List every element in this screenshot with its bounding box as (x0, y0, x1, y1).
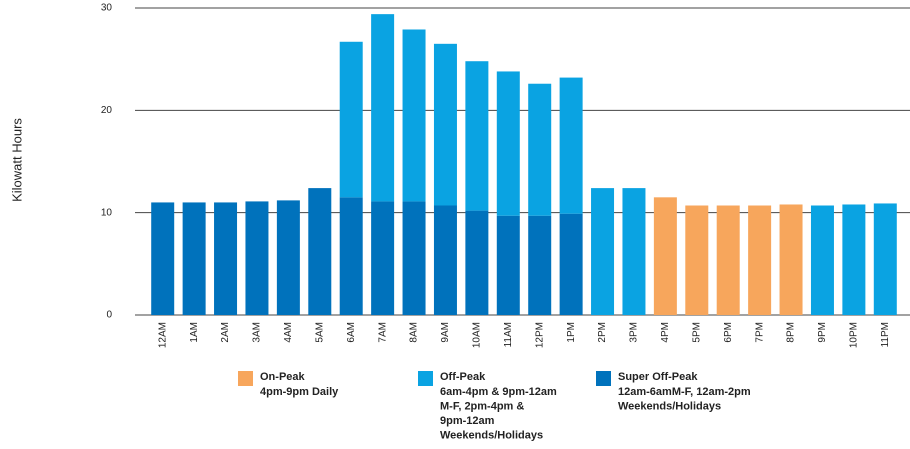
bar-segment (559, 77, 583, 214)
x-tick-label: 10AM (472, 322, 483, 348)
legend-description: Weekends/Holidays (440, 429, 543, 441)
bar-segment (622, 188, 646, 315)
x-tick-label: 9AM (440, 322, 451, 343)
bar-segment (716, 205, 740, 315)
legend-label: Super Off-Peak (618, 371, 698, 383)
bar-segment (371, 201, 395, 315)
y-axis-label: Kilowatt Hours (9, 118, 24, 202)
legend-swatch (596, 371, 611, 386)
x-tick-label: 2AM (220, 322, 231, 343)
legend-label: On-Peak (260, 371, 306, 383)
x-tick-label: 11PM (880, 322, 891, 347)
legend-description: 12am-6amM-F, 12am-2pm (618, 386, 751, 398)
bar-segment (779, 204, 803, 315)
bar-segment (496, 215, 520, 315)
bar-segment (465, 61, 489, 211)
y-tick-label: 20 (101, 105, 113, 116)
x-tick-label: 1PM (566, 322, 577, 343)
bar-segment (873, 203, 897, 315)
bar-segment (371, 14, 395, 202)
x-tick-label: 5AM (314, 322, 325, 343)
x-tick-label: 8PM (786, 322, 797, 343)
bar-segment (685, 205, 709, 315)
x-tick-label: 8AM (409, 322, 420, 343)
y-tick-label: 0 (106, 310, 112, 321)
bar-segment (591, 188, 615, 315)
legend-description: Weekends/Holidays (618, 400, 721, 412)
bar-segment (559, 213, 583, 315)
x-tick-label: 7PM (754, 322, 765, 343)
bar-segment (528, 215, 552, 315)
bar-segment (182, 202, 206, 315)
x-tick-label: 1AM (189, 322, 200, 343)
bar-segment (402, 29, 426, 202)
legend-label: Off-Peak (440, 371, 486, 383)
bar-segment (433, 43, 457, 206)
bar-segment (339, 41, 363, 198)
x-tick-label: 3AM (252, 322, 263, 343)
x-tick-label: 6PM (723, 322, 734, 343)
x-tick-label: 2PM (597, 322, 608, 343)
bar-segment (214, 202, 238, 315)
x-tick-label: 11AM (503, 322, 514, 347)
bar-segment (842, 204, 866, 315)
bar-segment (276, 200, 300, 315)
bar-segment (308, 188, 332, 315)
bar-segment (245, 201, 269, 315)
bar-segment (339, 197, 363, 315)
x-tick-label: 5PM (691, 322, 702, 343)
bar-segment (653, 197, 677, 315)
bar-segment (748, 205, 772, 315)
legend-swatch (418, 371, 433, 386)
bar-segment (402, 201, 426, 315)
x-tick-label: 7AM (377, 322, 388, 343)
bar-segment (465, 210, 489, 315)
bar-segment (496, 71, 520, 216)
legend-description: 9pm-12am (440, 415, 495, 427)
x-tick-label: 4AM (283, 322, 294, 343)
x-tick-label: 6AM (346, 322, 357, 343)
legend-swatch (238, 371, 253, 386)
legend-description: 4pm-9pm Daily (260, 386, 339, 398)
bar-segment (810, 205, 834, 315)
x-tick-label: 12PM (534, 322, 545, 348)
bar-segment (528, 83, 552, 216)
x-tick-label: 12AM (157, 322, 168, 348)
x-tick-label: 9PM (817, 322, 828, 343)
y-tick-label: 10 (101, 207, 113, 218)
legend-description: M-F, 2pm-4pm & (440, 400, 524, 412)
x-tick-label: 3PM (629, 322, 640, 343)
x-tick-label: 4PM (660, 322, 671, 343)
y-tick-label: 30 (101, 3, 113, 14)
bar-segment (433, 205, 457, 315)
x-tick-label: 10PM (849, 322, 860, 348)
bar-segment (151, 202, 175, 315)
legend-description: 6am-4pm & 9pm-12am (440, 386, 557, 398)
